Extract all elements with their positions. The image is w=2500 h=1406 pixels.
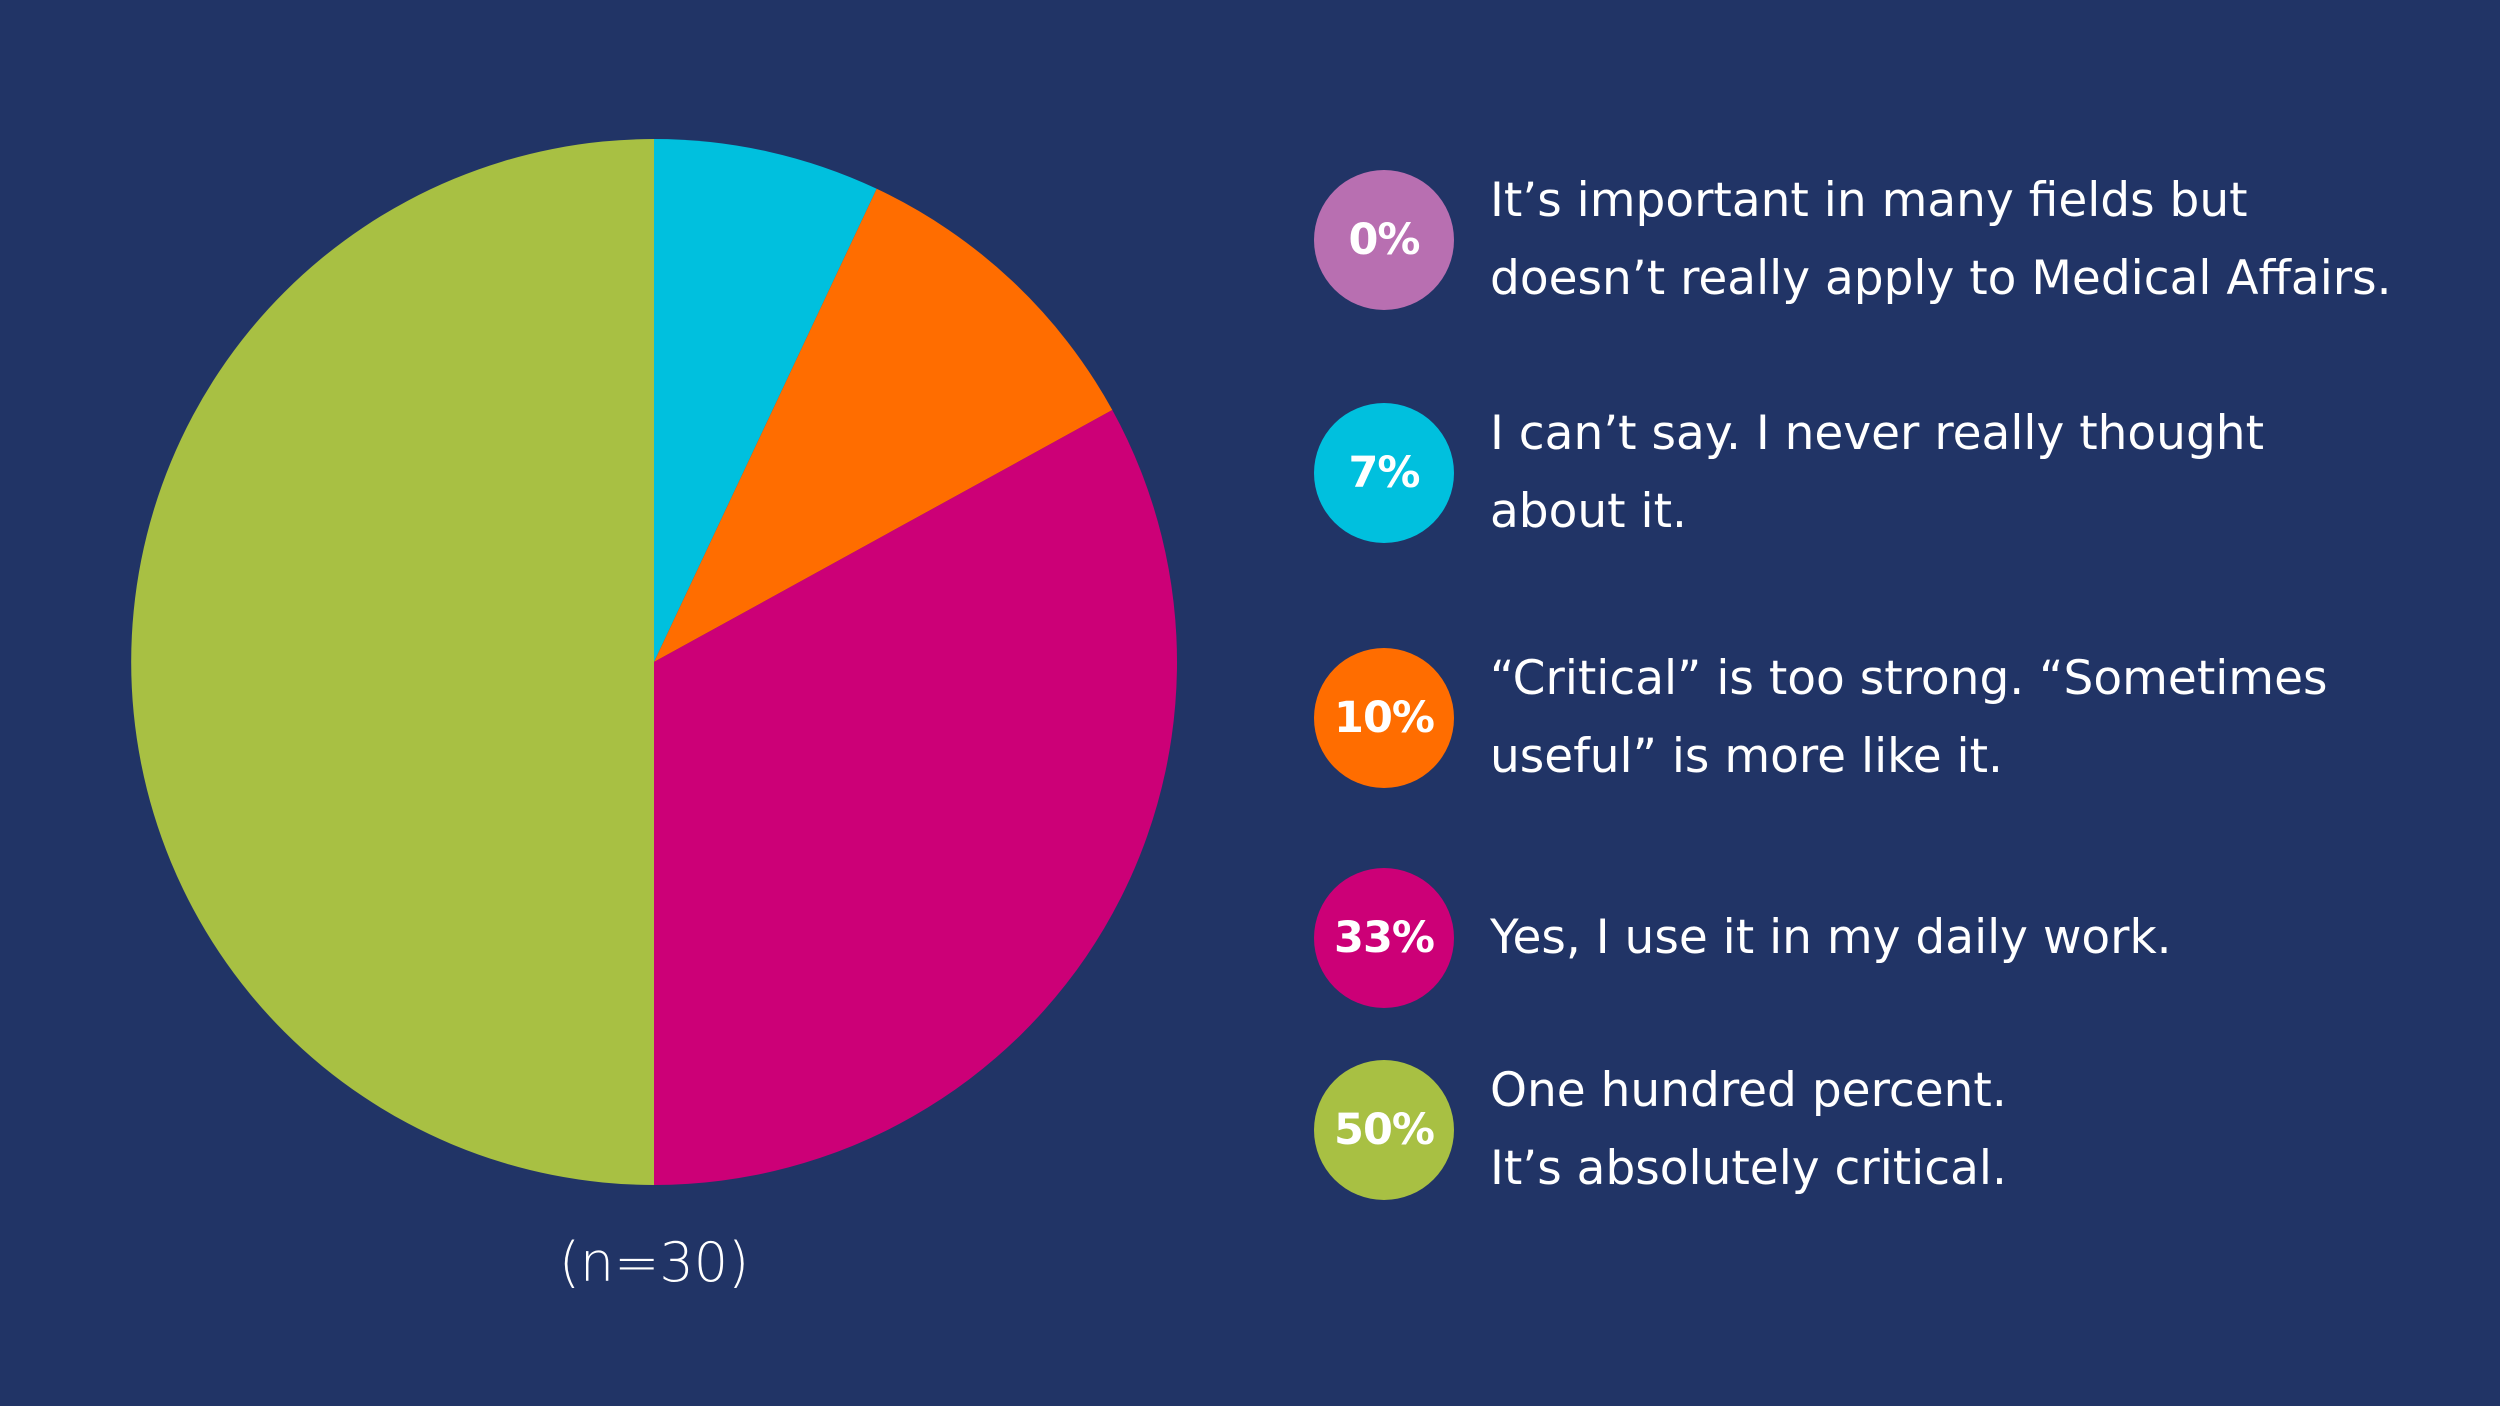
legend-badge-percent: 0% (1314, 170, 1454, 310)
legend-item: 7% I can’t say. I never really thought a… (1314, 403, 2464, 543)
pie-chart (131, 139, 1178, 1185)
legend-label: Yes, I use it in my daily work. (1490, 910, 2172, 965)
legend-item: 10% “Critical” is too strong. “Sometimes… (1314, 648, 2464, 788)
pie-slice (654, 188, 1113, 662)
legend-item: 0% It’s important in many fields but doe… (1314, 170, 2464, 310)
legend-item: 50% One hundred percent. It’s absolutely… (1314, 1060, 2464, 1200)
legend-badge-percent: 10% (1314, 648, 1454, 788)
pie-slice (131, 139, 655, 1185)
legend-item: 33% Yes, I use it in my daily work. (1314, 868, 2464, 1008)
pie-slice (654, 410, 1178, 1185)
sample-size-note: (n=30) (558, 1231, 750, 1294)
pie-slices (131, 139, 1178, 1185)
legend-badge-percent: 33% (1314, 868, 1454, 1008)
legend-label: I can’t say. I never really thought abou… (1490, 406, 2265, 539)
legend-label: It’s important in many fields but doesn’… (1490, 173, 2392, 306)
legend-badge-percent: 50% (1314, 1060, 1454, 1200)
pie-slice (654, 139, 877, 662)
legend-label: One hundred percent. It’s absolutely cri… (1490, 1063, 2007, 1196)
legend-badge-percent: 7% (1314, 403, 1454, 543)
legend-label: “Critical” is too strong. “Sometimes use… (1490, 651, 2328, 784)
